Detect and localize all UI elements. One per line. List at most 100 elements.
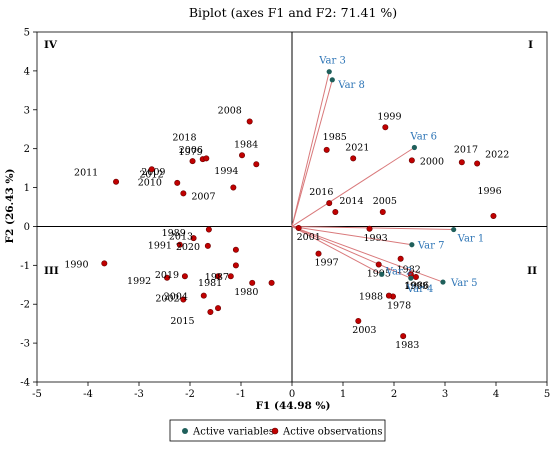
- variable-label: Var 6: [409, 132, 437, 143]
- legend-label-active-variables: Active variables: [192, 427, 274, 438]
- x-tick-label: -5: [32, 389, 42, 400]
- quadrant-label: II: [527, 265, 537, 277]
- variable-vector: [291, 71, 330, 227]
- observation-label: 2014: [339, 196, 363, 207]
- y-axis-label: F2 (26.43 %): [4, 169, 16, 244]
- observation-point: [326, 200, 333, 207]
- observation-point: [408, 157, 415, 164]
- chart-title: Biplot (axes F1 and F2: 71.41 %): [189, 5, 397, 20]
- observation-label: 2021: [345, 142, 369, 153]
- variable-label: Var 8: [337, 80, 365, 91]
- observation-point: [181, 273, 188, 280]
- observation-point: [385, 292, 392, 299]
- x-tick-label: 2: [391, 389, 397, 400]
- observation-point: [474, 160, 481, 167]
- x-tick-label: -3: [134, 389, 144, 400]
- observation-point: [215, 273, 222, 280]
- observation-label: 1995: [367, 269, 391, 280]
- observation-label: 2017: [454, 144, 478, 155]
- x-tick-label: -4: [83, 389, 93, 400]
- observation-point: [350, 155, 357, 162]
- observation-label: 1999: [377, 111, 401, 122]
- variable-vector: [291, 225, 444, 283]
- observation-point: [190, 235, 197, 242]
- variable-point: [440, 279, 446, 285]
- observation-point: [227, 273, 234, 280]
- variable-label: Var 1: [457, 234, 485, 245]
- observation-point: [230, 184, 237, 191]
- variable-point: [408, 275, 414, 281]
- observation-point: [332, 209, 339, 216]
- variable-point: [409, 242, 415, 248]
- variable-point: [411, 144, 417, 151]
- observation-point: [232, 246, 239, 253]
- plot-area: -5 -4 -3 -2 -1 0 1 2 3 4 5-4-3-2-1012345IIIIIIIV19…: [20, 28, 550, 401]
- observation-point: [246, 118, 253, 125]
- observation-label: 1984: [234, 139, 258, 150]
- observation-point: [249, 279, 256, 286]
- observation-label: 1992: [127, 276, 151, 287]
- observation-label: 1985: [323, 132, 347, 143]
- observation-point: [379, 209, 386, 216]
- observation-label: 2000: [420, 156, 444, 167]
- observation-label: 2006: [179, 145, 203, 156]
- observation-point: [164, 274, 171, 281]
- variable-point: [451, 226, 457, 233]
- observation-point: [323, 146, 330, 153]
- observation-label: 2007: [191, 192, 215, 203]
- observation-point: [239, 152, 246, 159]
- y-tick-label: 2: [24, 144, 30, 155]
- observation-point: [205, 226, 212, 233]
- observation-point: [180, 296, 187, 303]
- variable-label: Var 2: [385, 266, 413, 277]
- variable-vector: [291, 225, 412, 246]
- observation-point: [458, 159, 465, 166]
- observation-label: 1986: [405, 280, 429, 291]
- legend: Active variables Active observations: [169, 419, 386, 442]
- observation-point: [315, 250, 322, 257]
- observation-label: 1981: [198, 278, 222, 289]
- observation-label: 2016: [309, 187, 333, 198]
- observation-label: 2008: [218, 105, 242, 116]
- x-tick-label: -1: [236, 389, 246, 400]
- y-tick-label: 0: [24, 222, 30, 233]
- observation-point: [412, 273, 419, 280]
- observation-label: 1988: [359, 292, 383, 303]
- observation-label: 1980: [234, 287, 258, 298]
- observation-point: [215, 305, 222, 312]
- observation-label: 1982: [397, 265, 421, 276]
- y-tick-label: 1: [24, 183, 30, 194]
- variable-vector: [291, 225, 412, 279]
- y-tick-label: -4: [20, 378, 30, 389]
- observation-point: [101, 260, 108, 267]
- observation-label: 2004: [164, 292, 188, 303]
- observation-point: [382, 124, 389, 131]
- observation-label: 1979: [179, 147, 203, 158]
- observation-point: [174, 179, 181, 186]
- x-tick-label: 1: [340, 389, 346, 400]
- quadrant-label: I: [528, 39, 533, 51]
- observation-point: [397, 255, 404, 262]
- variable-label: Var 3: [318, 56, 346, 67]
- observation-label: 1993: [364, 233, 388, 244]
- y-tick-label: 5: [24, 28, 30, 39]
- observation-point: [148, 166, 155, 173]
- observation-label: 2001: [297, 232, 321, 243]
- variable-vector: [291, 225, 454, 231]
- y-tick-label: -2: [20, 300, 30, 311]
- observation-label: 2002: [155, 294, 179, 305]
- variable-label: Var 5: [450, 278, 478, 289]
- variable-point: [329, 77, 335, 83]
- observation-point: [232, 262, 239, 269]
- observation-label: 1996: [477, 186, 501, 197]
- observation-point: [180, 190, 187, 197]
- y-tick-label: -3: [20, 339, 30, 350]
- observation-label: 2005: [373, 196, 397, 207]
- observation-point: [366, 225, 373, 232]
- variable-vector: [291, 147, 415, 227]
- observation-label: 2015: [170, 316, 194, 327]
- variable-vector: [291, 79, 333, 227]
- x-tick-label: 0: [289, 389, 295, 400]
- observation-label: 2003: [352, 325, 376, 336]
- observation-label: 1978: [387, 300, 411, 311]
